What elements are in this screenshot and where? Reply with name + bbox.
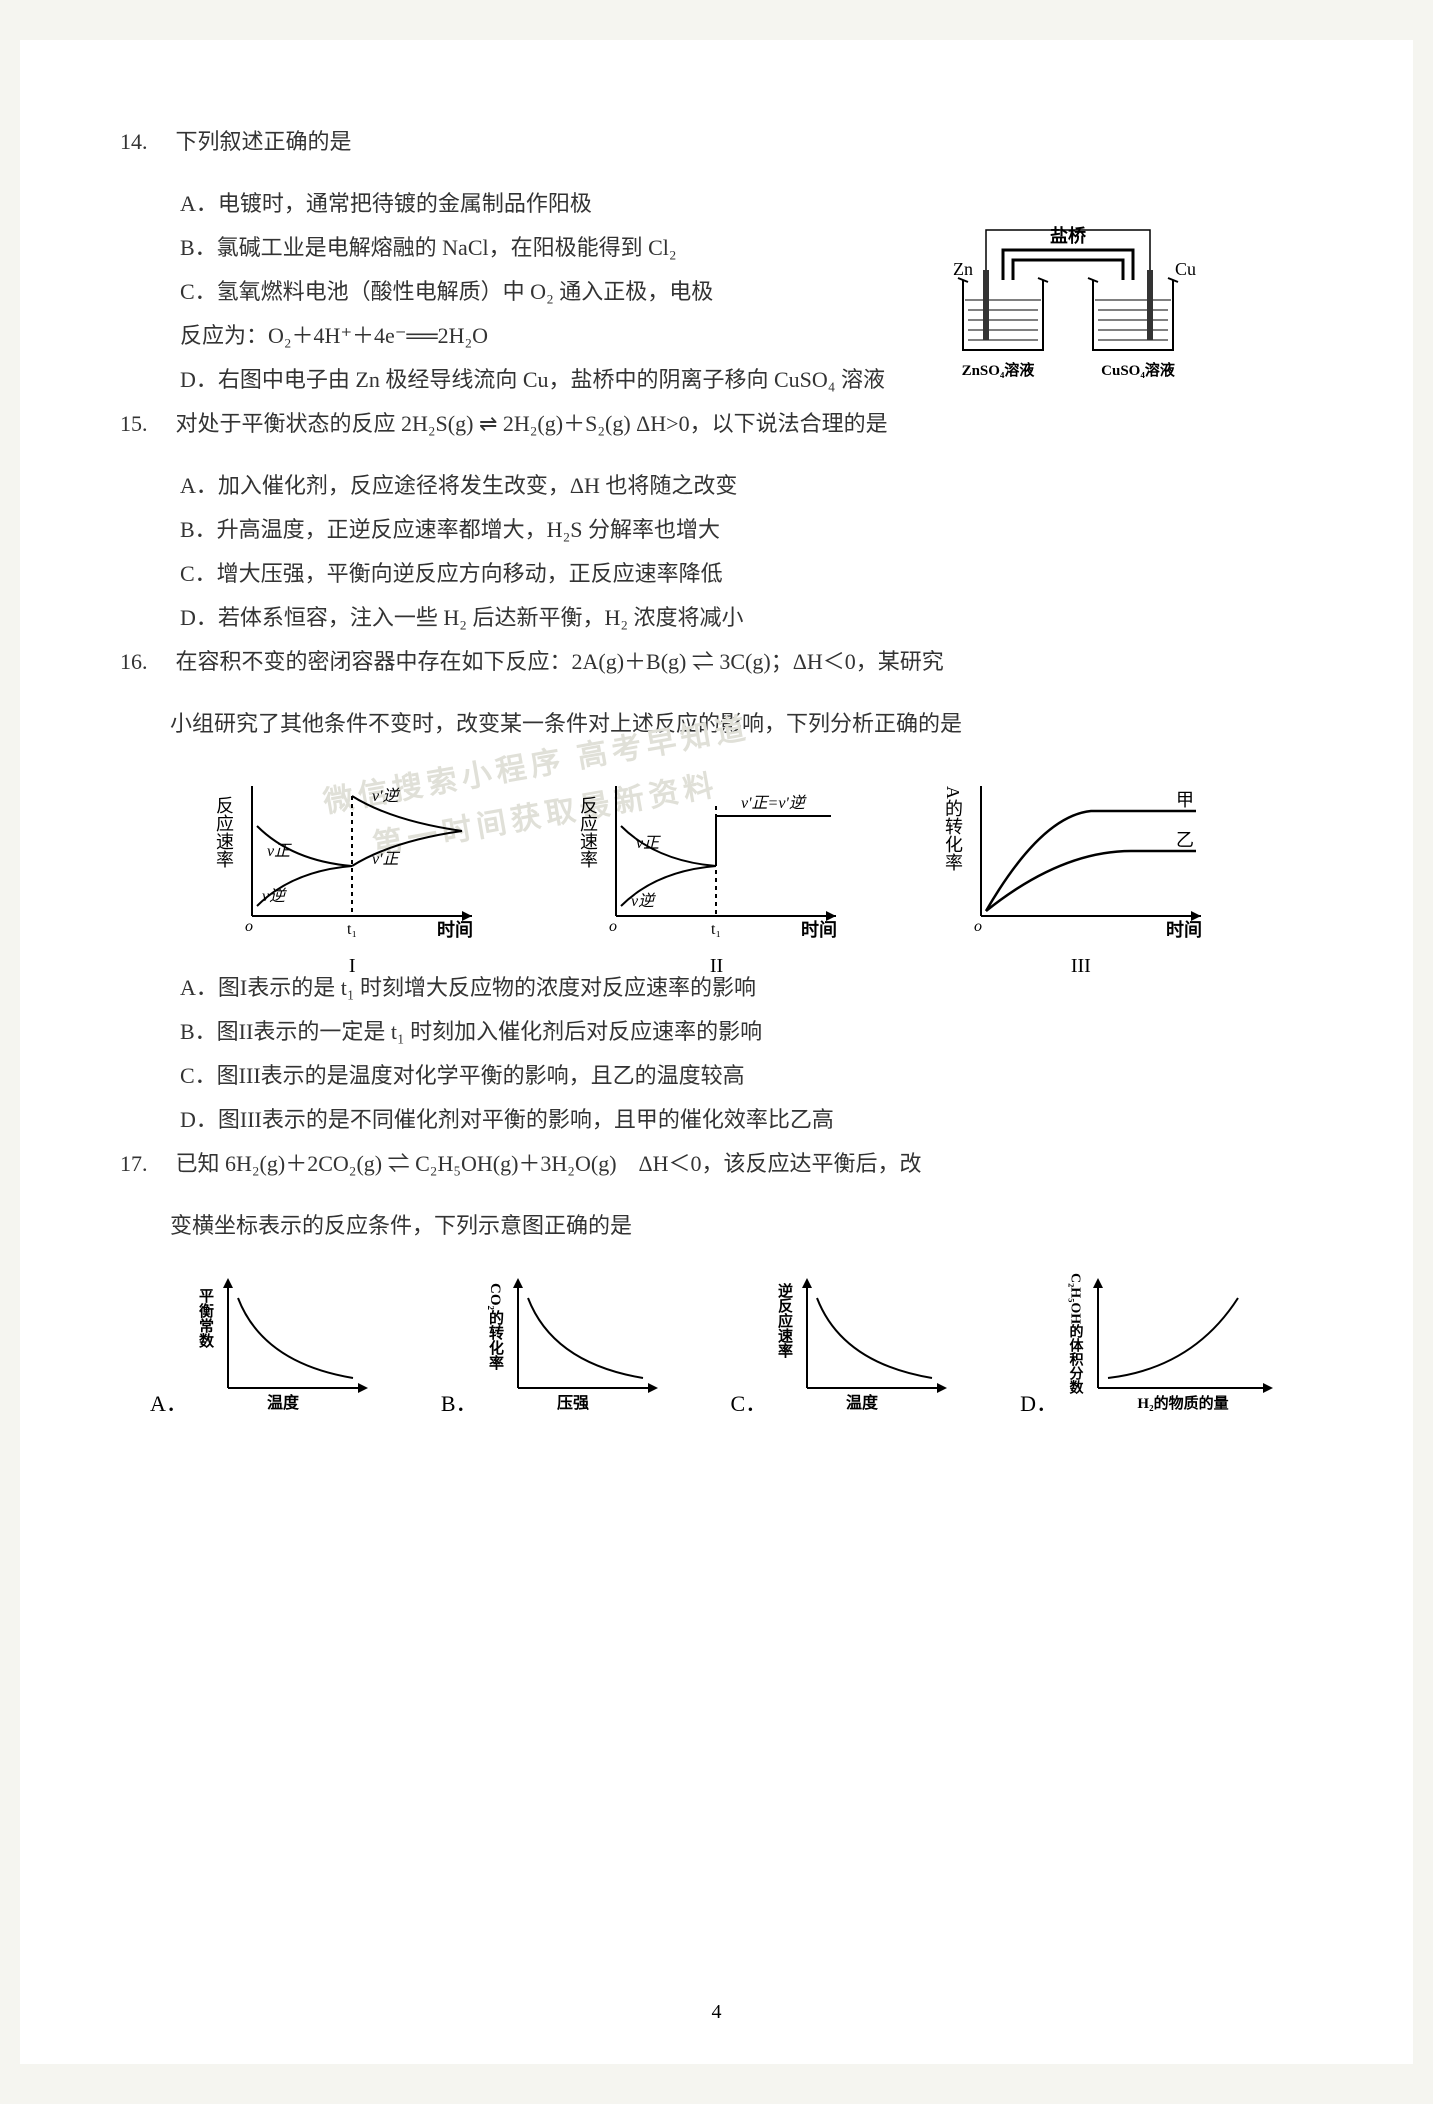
svg-text:时间: 时间 — [801, 920, 837, 940]
question-17: 17. 已知 6H₂(g)＋2CO₂(g) ⇌ C₂H₅OH(g)＋3H₂O(g… — [120, 1142, 1313, 1418]
q17-C-letter: C． — [730, 1386, 767, 1418]
svg-text:压强: 压强 — [557, 1394, 589, 1412]
q15-number: 15. — [120, 402, 170, 446]
galvanic-cell-diagram: 盐桥 Zn — [943, 220, 1203, 420]
svg-text:C₂H₅OH的体积分数: C₂H₅OH的体积分数 — [1067, 1273, 1083, 1395]
svg-text:时间: 时间 — [437, 920, 473, 940]
q15-opt-d: D．若体系恒容，注入一些 H₂ 后达新平衡，H₂ 浓度将减小 — [120, 596, 1313, 640]
q16-stem2: 小组研究了其他条件不变时，改变某一条件对上述反应的影响，下列分析正确的是 — [120, 702, 1313, 746]
q17-B-letter: B． — [441, 1386, 478, 1418]
q17-chart-D: D． C₂H₅OH的体积分数 H₂的物质的量 — [1020, 1268, 1283, 1418]
svg-text:o: o — [245, 918, 253, 935]
svg-text:v正: v正 — [267, 843, 292, 860]
q15-stem: 对处于平衡状态的反应 2H₂S(g) ⇌ 2H₂(g)＋S₂(g) ΔH>0，以… — [176, 411, 888, 436]
question-15: 15. 对处于平衡状态的反应 2H₂S(g) ⇌ 2H₂(g)＋S₂(g) ΔH… — [120, 402, 1313, 640]
q17-stem2: 变横坐标表示的反应条件，下列示意图正确的是 — [120, 1204, 1313, 1248]
svg-text:温度: 温度 — [845, 1393, 879, 1412]
q17-number: 17. — [120, 1142, 170, 1186]
svg-text:v正: v正 — [636, 835, 661, 852]
q17-D-letter: D． — [1020, 1386, 1058, 1418]
svg-text:v逆: v逆 — [631, 892, 656, 910]
cu-label: Cu — [1175, 259, 1196, 279]
svg-text:t₁: t₁ — [711, 921, 721, 938]
chart-I: 反应速率 o 时间 t₁ v正 v逆 — [212, 766, 492, 946]
svg-text:乙: 乙 — [1176, 830, 1194, 850]
cuso4-label: CuSO₄溶液 — [1101, 361, 1176, 379]
q16-opt-d: D．图III表示的是不同催化剂对平衡的影响，且甲的催化效率比乙高 — [120, 1098, 1313, 1142]
chart-II: 反应速率 o 时间 t₁ v正 v逆 v'正=v'逆 — [576, 766, 856, 946]
q17-A-letter: A． — [150, 1386, 188, 1418]
q14-number: 14. — [120, 120, 170, 164]
svg-text:逆反应速率: 逆反应速率 — [776, 1282, 793, 1359]
q16-opt-c: C．图III表示的是温度对化学平衡的影响，且乙的温度较高 — [120, 1054, 1313, 1098]
q15-opt-c: C．增大压强，平衡向逆反应方向移动，正反应速率降低 — [120, 552, 1313, 596]
svg-text:H₂的物质的量: H₂的物质的量 — [1137, 1394, 1228, 1412]
chart-II-label: II — [576, 955, 856, 978]
q15-opt-a: A．加入催化剂，反应途径将发生改变，ΔH 也将随之改变 — [120, 464, 1313, 508]
svg-text:o: o — [609, 918, 617, 935]
svg-text:平衡常数: 平衡常数 — [197, 1288, 214, 1349]
q17-chart-A: A． 平衡常数 温度 — [150, 1268, 373, 1418]
q15-opt-b: B．升高温度，正逆反应速率都增大，H₂S 分解率也增大 — [120, 508, 1313, 552]
q17-chart-C: C． 逆反应速率 温度 — [730, 1268, 952, 1418]
znso4-label: ZnSO₄溶液 — [962, 361, 1036, 379]
svg-text:CO₂的转化率: CO₂的转化率 — [487, 1283, 504, 1371]
svg-text:反应速率: 反应速率 — [578, 796, 598, 868]
svg-text:时间: 时间 — [1166, 920, 1202, 940]
svg-text:v'逆: v'逆 — [372, 787, 401, 805]
question-16: 16. 在容积不变的密闭容器中存在如下反应：2A(g)＋B(g) ⇌ 3C(g)… — [120, 640, 1313, 1142]
salt-bridge-label: 盐桥 — [1050, 225, 1087, 246]
q17-charts: A． 平衡常数 温度 B． — [150, 1268, 1283, 1418]
svg-text:o: o — [974, 918, 982, 935]
svg-text:反应速率: 反应速率 — [214, 796, 234, 868]
q16-number: 16. — [120, 640, 170, 684]
svg-text:A的转化率: A的转化率 — [943, 786, 963, 871]
page-number: 4 — [712, 2001, 722, 2024]
q16-opt-b: B．图II表示的一定是 t₁ 时刻加入催化剂后对反应速率的影响 — [120, 1010, 1313, 1054]
svg-text:v'正: v'正 — [372, 851, 401, 868]
svg-text:v逆: v逆 — [262, 887, 287, 905]
svg-text:温度: 温度 — [266, 1393, 300, 1412]
chart-III-label: III — [941, 955, 1221, 978]
svg-text:t₁: t₁ — [347, 921, 357, 938]
svg-text:v'正=v'逆: v'正=v'逆 — [741, 794, 807, 812]
q16-stem: 在容积不变的密闭容器中存在如下反应：2A(g)＋B(g) ⇌ 3C(g)；ΔH＜… — [176, 649, 944, 674]
svg-text:甲: 甲 — [1176, 790, 1194, 810]
exam-page: 盐桥 Zn — [20, 40, 1413, 2064]
q16-charts: 反应速率 o 时间 t₁ v正 v逆 — [180, 766, 1253, 946]
zn-label: Zn — [953, 259, 973, 279]
q14-stem: 下列叙述正确的是 — [176, 129, 352, 154]
q17-chart-B: B． CO₂的转化率 压强 — [441, 1268, 663, 1418]
chart-I-label: I — [212, 955, 492, 978]
q17-stem: 已知 6H₂(g)＋2CO₂(g) ⇌ C₂H₅OH(g)＋3H₂O(g) ΔH… — [176, 1151, 922, 1176]
chart-III: A的转化率 o 时间 甲 乙 III — [941, 766, 1221, 946]
question-14: 盐桥 Zn — [120, 120, 1313, 402]
